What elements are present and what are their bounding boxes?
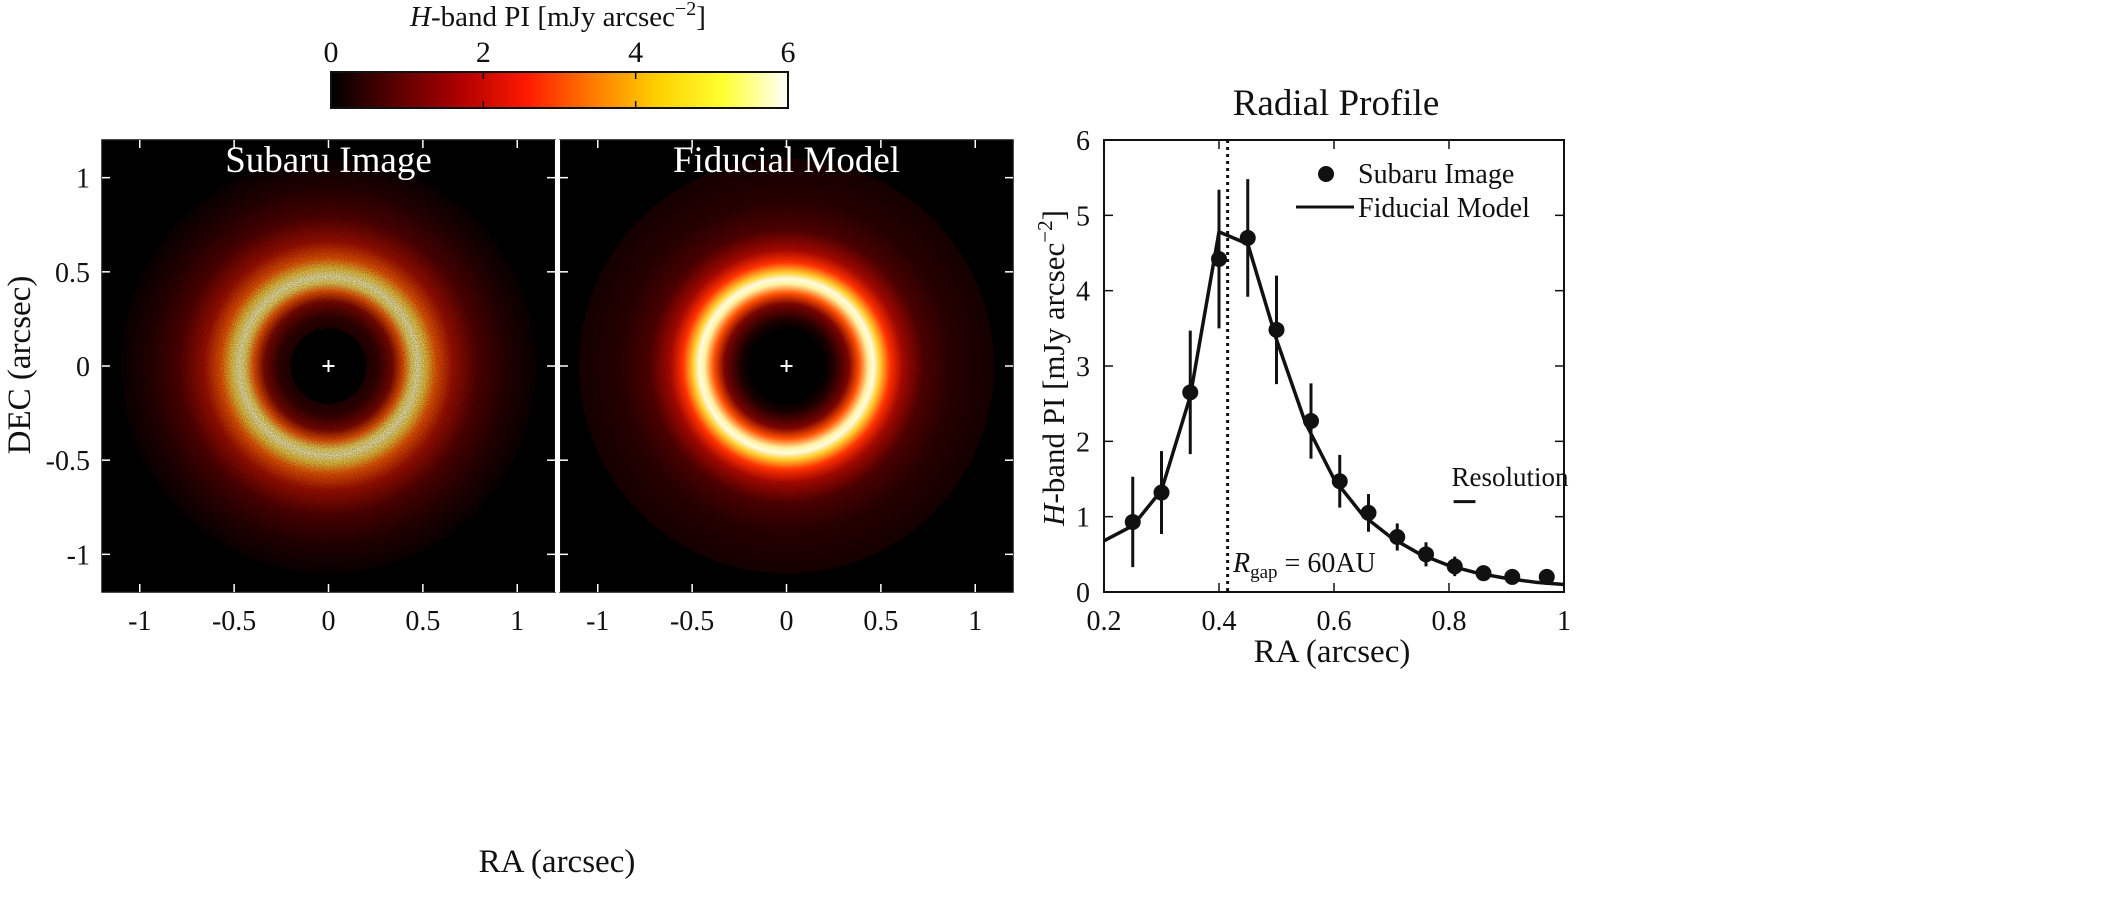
image-x-tick-label: -0.5 <box>670 606 714 637</box>
profile-x-tick-label: 0.6 <box>1317 606 1352 637</box>
profile-y-tick-label: 0 <box>1076 578 1090 609</box>
legend-model-label: Fiducial Model <box>1358 193 1530 224</box>
subaru-data-point <box>1303 412 1319 429</box>
colorbar-label: H-band PI [mJy arcsec−2] <box>409 0 706 33</box>
radial-profile-title: Radial Profile <box>1233 83 1440 124</box>
subaru-data-point <box>1475 565 1492 582</box>
radial-profile-axes: 0.2 0.4 0.6 0.8 1 0 1 2 3 4 5 6 <box>1076 126 1571 637</box>
radial-profile-chart: Radial Profile 0.2 0.4 0.6 0.8 1 0 1 2 3 4 5 6 RA (… <box>1033 83 1571 670</box>
image-x-tick-label: 1 <box>510 606 524 637</box>
colorbar: H-band PI [mJy arcsec−2] 0 2 4 6 <box>324 0 796 109</box>
image-y-tick-label: -0.5 <box>46 446 90 477</box>
profile-y-tick-label: 3 <box>1076 352 1090 383</box>
image-x-tick-label: 0 <box>780 606 794 637</box>
colorbar-tick-label: 0 <box>324 36 339 69</box>
resolution-label: Resolution <box>1451 462 1569 492</box>
legend-subaru-marker <box>1318 166 1334 182</box>
radial-profile-x-axis-label: RA (arcsec) <box>1254 634 1411 670</box>
image-axes: -1 -0.5 0 0.5 1 -1 -0.5 0 0.5 1 1 0.5 0 -0.5 -1 <box>46 139 1014 637</box>
subaru-data-point <box>1211 251 1227 268</box>
image-y-tick-label: 0.5 <box>55 258 90 289</box>
colorbar-tick-label: 6 <box>781 36 796 69</box>
image-x-tick-label: 1 <box>968 606 982 637</box>
colorbar-bar <box>330 71 789 109</box>
subaru-image-panel: Subaru Image <box>102 140 555 592</box>
subaru-data-point <box>1389 529 1406 546</box>
panel-separator <box>555 140 560 592</box>
subaru-data-point <box>1182 384 1199 401</box>
profile-y-tick-label: 6 <box>1076 126 1090 157</box>
subaru-data-point <box>1538 568 1555 585</box>
image-x-tick-label: -0.5 <box>212 606 256 637</box>
subaru-data-point <box>1360 504 1377 521</box>
subaru-data-point <box>1124 513 1141 530</box>
image-x-axis-label: RA (arcsec) <box>479 844 636 880</box>
radial-profile-legend: Subaru Image Fiducial Model <box>1296 159 1530 224</box>
image-y-tick-label: 0 <box>76 352 90 383</box>
colorbar-ticks: 0 2 4 6 <box>324 36 796 108</box>
image-x-tick-label: 0.5 <box>405 606 440 637</box>
fiducial-model-panel: Fiducial Model <box>560 140 1013 592</box>
profile-y-tick-label: 5 <box>1076 201 1090 232</box>
image-x-tick-label: 0.5 <box>863 606 898 637</box>
subaru-data-point <box>1418 546 1434 563</box>
subaru-data-point <box>1153 484 1170 501</box>
image-x-tick-label: -1 <box>128 606 151 637</box>
subaru-data-point <box>1239 229 1256 246</box>
subaru-data-point <box>1268 321 1285 338</box>
fiducial-model-line <box>1103 230 1565 587</box>
profile-y-tick-label: 1 <box>1076 503 1090 534</box>
gap-radius-label: Rgap = 60AU <box>1232 548 1376 583</box>
colorbar-tick-label: 2 <box>476 36 491 69</box>
image-y-axis-label: DEC (arcsec) <box>2 276 38 455</box>
fiducial-center-marker <box>780 360 793 372</box>
radial-profile-y-axis-label: H-band PI [mJy arcsec−2] <box>1033 210 1071 527</box>
profile-y-tick-label: 4 <box>1076 277 1090 308</box>
profile-x-tick-label: 0.8 <box>1432 606 1467 637</box>
colorbar-tick-label: 4 <box>628 36 643 69</box>
image-y-tick-label: -1 <box>67 540 90 571</box>
legend-subaru-label: Subaru Image <box>1358 159 1514 190</box>
profile-x-tick-label: 0.4 <box>1202 606 1237 637</box>
radial-profile-plot <box>1103 140 1565 592</box>
subaru-data-point <box>1504 568 1521 585</box>
image-x-tick-label: -1 <box>586 606 609 637</box>
subaru-data-point <box>1446 558 1463 575</box>
subaru-data-point <box>1331 473 1348 490</box>
image-y-tick-label: 1 <box>76 164 90 195</box>
profile-x-tick-label: 1 <box>1557 606 1571 637</box>
subaru-center-marker <box>322 360 335 372</box>
profile-x-tick-label: 0.2 <box>1087 606 1122 637</box>
profile-y-tick-label: 2 <box>1076 427 1090 458</box>
image-x-tick-label: 0 <box>322 606 336 637</box>
